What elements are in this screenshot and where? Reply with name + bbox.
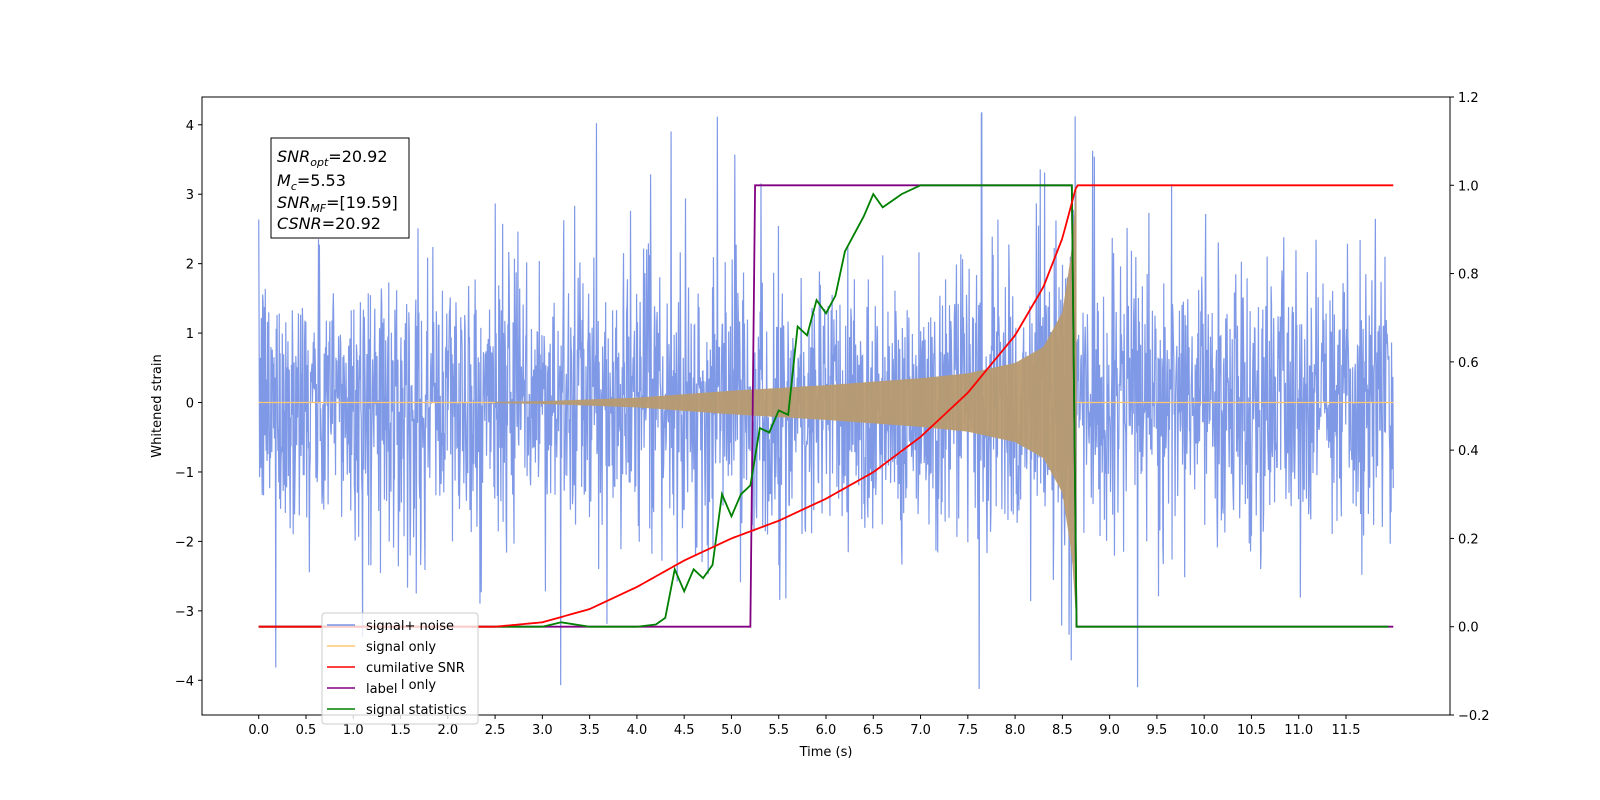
x-tick-label: 5.0 <box>721 723 742 738</box>
y2-tick-label: 1.2 <box>1458 91 1479 106</box>
x-tick-label: 0.0 <box>248 723 269 738</box>
y-tick-label: 1 <box>186 327 194 342</box>
series-line-signal-statistics <box>258 184 1389 628</box>
x-tick-label: 3.0 <box>532 723 553 738</box>
y-tick-label: 0 <box>186 397 194 412</box>
y-axis-left: 4 3 2 1 0 −1 −2 −3 −4 <box>175 119 202 689</box>
y2-tick-label: 1.0 <box>1458 179 1479 194</box>
y2-tick-label: 0.4 <box>1458 444 1479 459</box>
series-area-signal-only <box>258 180 1077 625</box>
stats-mc: Mc=5.53 <box>277 171 346 193</box>
x-tick-label: 11.5 <box>1332 723 1361 738</box>
legend: signal only signal+ noise signal only cu… <box>321 612 479 725</box>
stats-snr-opt: SNRopt=20.92 <box>277 147 388 169</box>
legend-label-signal-noise: signal+ noise <box>366 619 454 634</box>
series-line-signal-noise <box>258 112 1394 690</box>
x-tick-label: 9.5 <box>1147 723 1168 738</box>
y-tick-label: −4 <box>175 674 194 689</box>
y-tick-label: 3 <box>186 188 194 203</box>
y2-tick-label: 0.8 <box>1458 268 1479 283</box>
y2-tick-label: 0.0 <box>1458 621 1479 636</box>
legend-label-cumulative-snr: cumilative SNR <box>366 661 465 676</box>
x-tick-label: 4.5 <box>674 723 695 738</box>
y-tick-label: −2 <box>175 535 194 550</box>
x-tick-label: 10.0 <box>1190 723 1219 738</box>
x-tick-label: 2.5 <box>485 723 506 738</box>
x-tick-label: 3.5 <box>579 723 600 738</box>
stats-box-frame <box>270 137 410 239</box>
y-axis-title: Whitened strain <box>150 354 165 457</box>
stats-box: SNRopt=20.92 Mc=5.53 SNRMF=[19.59] CSNR=… <box>270 137 410 239</box>
series-layer <box>258 112 1394 690</box>
x-tick-label: 7.0 <box>910 723 931 738</box>
y-axis-right: 1.2 1.0 0.8 0.6 0.4 0.2 0.0 −0.2 <box>1450 91 1490 724</box>
legend-label-label: label <box>366 682 397 697</box>
x-tick-label: 6.0 <box>816 723 837 738</box>
y2-tick-label: −0.2 <box>1458 709 1490 724</box>
x-tick-label: 1.5 <box>390 723 411 738</box>
x-axis-title: Time (s) <box>799 745 853 760</box>
legend-label-mask <box>366 677 400 693</box>
x-tick-label: 0.5 <box>296 723 317 738</box>
x-tick-label: 8.5 <box>1052 723 1073 738</box>
legend-frame <box>321 612 479 725</box>
y2-tick-label: 0.6 <box>1458 356 1479 371</box>
x-tick-label: 6.5 <box>863 723 884 738</box>
legend-label-signal-statistics: signal statistics <box>366 703 467 718</box>
x-tick-label: 1.0 <box>343 723 364 738</box>
y-tick-label: −1 <box>175 466 194 481</box>
x-axis: 0.0 0.5 1.0 1.5 2.0 2.5 3.0 3.5 4.0 4.5 5.0 5.5 6.0 6… <box>248 715 1360 738</box>
x-tick-label: 5.5 <box>768 723 789 738</box>
y-tick-label: 2 <box>186 258 194 273</box>
y-tick-label: −3 <box>175 605 194 620</box>
x-tick-label: 10.5 <box>1237 723 1266 738</box>
x-tick-label: 2.0 <box>437 723 458 738</box>
y2-tick-label: 0.2 <box>1458 532 1479 547</box>
x-tick-label: 4.0 <box>627 723 648 738</box>
x-tick-label: 7.5 <box>957 723 978 738</box>
legend-label-signal-only: signal only <box>366 640 436 655</box>
y-tick-label: 4 <box>186 119 194 134</box>
x-tick-label: 8.0 <box>1005 723 1026 738</box>
stats-csnr: CSNR=20.92 <box>277 214 381 233</box>
x-tick-label: 9.0 <box>1099 723 1120 738</box>
stats-snr-mf: SNRMF=[19.59] <box>277 193 398 215</box>
x-tick-label: 11.0 <box>1284 723 1313 738</box>
